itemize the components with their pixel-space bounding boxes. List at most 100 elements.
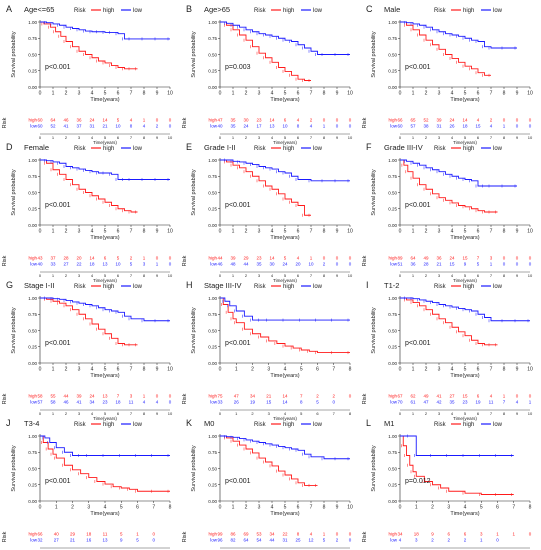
risk-time-label: 4 xyxy=(451,411,454,416)
y-tick-label: 0.75 xyxy=(28,312,37,317)
legend-label-low: low xyxy=(493,284,503,290)
risk-count-high: 18 xyxy=(414,532,420,537)
risk-count-high: 43 xyxy=(37,256,43,261)
risk-time-label: 2 xyxy=(65,273,68,278)
risk-count-high: 24 xyxy=(89,118,95,123)
risk-count-high: 34 xyxy=(250,394,256,399)
risk-time-label: 0 xyxy=(39,135,42,140)
risk-time-label: 7 xyxy=(490,411,493,416)
risk-time-label: 7 xyxy=(490,273,493,278)
y-axis-label: Survival probability xyxy=(11,307,17,353)
panel-letter: I xyxy=(366,280,369,290)
x-tick-label: 5 xyxy=(464,367,467,373)
risk-time-label: 4 xyxy=(91,135,94,140)
risk-time-axis-label: Time(years) xyxy=(93,416,117,421)
km-curve-low xyxy=(400,159,517,187)
risk-count-low: 2 xyxy=(156,124,159,129)
risk-time-label: 10 xyxy=(168,135,173,140)
panel-letter: C xyxy=(366,4,373,14)
risk-count-high: 35 xyxy=(230,118,236,123)
risk-count-high: 23 xyxy=(256,118,262,123)
legend-label-high: high xyxy=(463,284,474,290)
x-axis-label: Time(years) xyxy=(450,97,479,103)
panel-letter: K xyxy=(186,418,192,428)
risk-count-low: 8 xyxy=(130,124,133,129)
x-tick-label: 1 xyxy=(232,505,235,511)
risk-count-low: 13 xyxy=(269,124,275,129)
risk-time-label: 4 xyxy=(271,273,274,278)
legend-title: Risk xyxy=(434,8,447,14)
risk-count-low: 60 xyxy=(397,124,403,129)
legend-title: Risk xyxy=(434,422,447,428)
risk-time-label: 0 xyxy=(39,273,42,278)
x-tick-label: 1 xyxy=(412,91,415,97)
risk-row-label-high: high xyxy=(28,256,37,261)
risk-row-label-high: high xyxy=(28,532,37,537)
y-tick-label: 0.00 xyxy=(208,85,217,90)
risk-count-low: 46 xyxy=(217,262,223,267)
risk-count-low: 1 xyxy=(156,262,159,267)
panel-letter: F xyxy=(366,142,372,152)
risk-count-low: 57 xyxy=(410,124,416,129)
risk-count-high: 18 xyxy=(86,532,92,537)
risk-time-axis-label: Time(years) xyxy=(453,140,477,145)
risk-count-high: 2 xyxy=(130,256,133,261)
risk-count-low: 0 xyxy=(169,400,172,405)
y-tick-label: 0.25 xyxy=(208,207,217,212)
y-tick-label: 0.50 xyxy=(388,328,397,333)
x-tick-label: 9 xyxy=(156,91,159,97)
risk-count-low: 4 xyxy=(156,400,159,405)
risk-count-low: 14 xyxy=(282,400,288,405)
risk-count-high: 64 xyxy=(50,118,56,123)
x-tick-label: 4 xyxy=(451,367,454,373)
risk-count-low: 35 xyxy=(256,262,262,267)
risk-count-high: 99 xyxy=(217,532,223,537)
legend: Risk high low xyxy=(254,284,323,290)
risk-count-low: 4 xyxy=(143,124,146,129)
x-tick-label: 0 xyxy=(219,229,222,235)
panel-letter: H xyxy=(186,280,193,290)
risk-count-high: 62 xyxy=(410,394,416,399)
y-axis-label: Survival probability xyxy=(371,169,377,215)
x-tick-label: 3 xyxy=(258,505,261,511)
risk-count-high: 40 xyxy=(54,532,60,537)
risk-count-high: 0 xyxy=(349,118,352,123)
risk-count-high: 0 xyxy=(156,118,159,123)
x-tick-label: 8 xyxy=(503,91,506,97)
risk-time-label: 1 xyxy=(235,411,238,416)
km-curve-high xyxy=(40,159,138,213)
x-tick-label: 7 xyxy=(332,367,335,373)
x-tick-label: 3 xyxy=(438,367,441,373)
risk-count-high: 15 xyxy=(462,256,468,261)
x-axis-label: Time(years) xyxy=(450,235,479,241)
y-tick-label: 0.00 xyxy=(208,223,217,228)
panel-letter: B xyxy=(186,4,192,14)
x-tick-label: 8 xyxy=(349,367,352,373)
risk-count-high: 1 xyxy=(512,532,515,537)
risk-count-low: 0 xyxy=(496,538,499,543)
km-curve-high xyxy=(400,435,514,495)
risk-count-high: 1 xyxy=(143,118,146,123)
y-tick-label: 1.00 xyxy=(388,296,397,301)
risk-time-label: 1 xyxy=(232,273,235,278)
risk-time-label: 10 xyxy=(528,273,533,278)
risk-count-low: 22 xyxy=(76,262,82,267)
risk-time-label: 1 xyxy=(412,411,415,416)
risk-time-label: 9 xyxy=(336,273,339,278)
risk-count-low: 9 xyxy=(120,538,123,543)
risk-time-label: 2 xyxy=(65,411,68,416)
legend-label-high: high xyxy=(283,422,294,428)
legend-label-high: high xyxy=(103,422,114,428)
risk-table-title: Risk xyxy=(362,255,368,266)
x-tick-label: 8 xyxy=(169,505,172,511)
risk-count-high: 0 xyxy=(156,256,159,261)
risk-time-label: 9 xyxy=(516,273,519,278)
risk-count-high: 24 xyxy=(449,256,455,261)
risk-time-label: 4 xyxy=(284,411,287,416)
legend-label-high: high xyxy=(283,146,294,152)
risk-time-label: 6 xyxy=(117,135,120,140)
x-tick-label: 0 xyxy=(399,229,402,235)
panel-title: M1 xyxy=(384,419,394,428)
y-tick-label: 0.25 xyxy=(28,345,37,350)
